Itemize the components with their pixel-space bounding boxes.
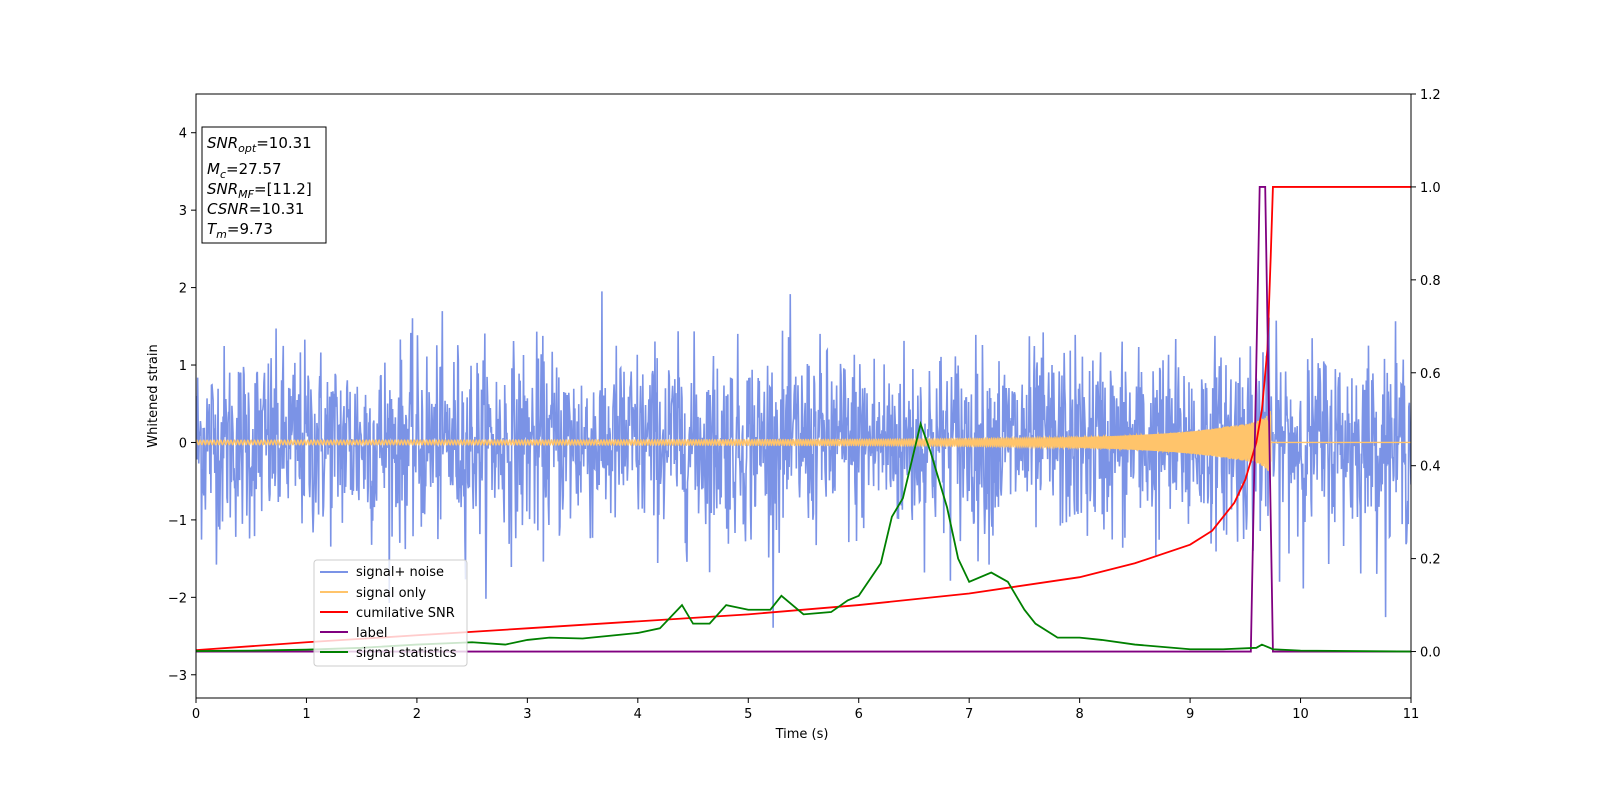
y-left-tick-label: 0 (179, 436, 187, 451)
legend-label-label: label (356, 626, 387, 641)
x-tick-label: 2 (413, 707, 421, 722)
series-label-line (196, 186, 1411, 653)
x-tick-label: 6 (855, 707, 863, 722)
x-tick-label: 1 (302, 707, 310, 722)
info-snr-mf: SNRMF=[11.2] (207, 180, 312, 201)
legend-label-cumulative-snr: cumilative SNR (356, 606, 455, 621)
info-tm: Tm=9.73 (207, 220, 273, 241)
x-axis-title: Time (s) (775, 727, 829, 742)
y-left-tick-label: 1 (179, 359, 187, 374)
y-right-tick-label: 0.0 (1420, 646, 1441, 661)
legend: signal+ noise signal only cumilative SNR… (313, 559, 468, 667)
y-right-tick-label: 1.2 (1420, 88, 1441, 103)
x-tick-label: 5 (744, 707, 752, 722)
x-tick-label: 3 (523, 707, 531, 722)
y-axis-title: Whitened strain (146, 344, 161, 447)
x-axis: 0 1 2 3 4 5 6 7 8 9 10 11 (192, 698, 1419, 722)
x-tick-label: 11 (1403, 707, 1420, 722)
x-tick-label: 9 (1186, 707, 1194, 722)
y-left-tick-label: 3 (179, 204, 187, 219)
info-mc: Mc=27.57 (207, 160, 282, 181)
y-left-tick-label: 4 (179, 127, 187, 142)
y-right-tick-label: 0.8 (1420, 274, 1441, 289)
x-tick-label: 7 (965, 707, 973, 722)
y-right-tick-label: 1.0 (1420, 181, 1441, 196)
series-signal-statistics-line (196, 420, 1411, 653)
legend-label-signal-noise: signal+ noise (356, 565, 444, 580)
x-tick-label: 4 (634, 707, 642, 722)
info-snr-opt: SNRopt=10.31 (207, 134, 312, 155)
x-tick-label: 8 (1075, 707, 1083, 722)
y-left-tick-label: −3 (168, 669, 187, 684)
y-right-tick-label: 0.4 (1420, 460, 1441, 475)
x-tick-label: 10 (1292, 707, 1309, 722)
y-right-tick-label: 0.6 (1420, 367, 1441, 382)
series-cumulative-snr-line (196, 186, 1411, 652)
plot-frame (195, 93, 1412, 699)
legend-label-signal-statistics: signal statistics (356, 646, 457, 661)
info-box: SNRopt=10.31 Mc=27.57 SNRMF=[11.2] CSNR=… (201, 126, 327, 244)
series-signal-only-line (196, 410, 1411, 476)
y-left-tick-label: −1 (168, 514, 187, 529)
series-layer (196, 186, 1411, 653)
y-axis-right: 0.0 0.2 0.4 0.6 0.8 1.0 1.2 (1411, 88, 1441, 661)
y-axis-left: −3 −2 −1 0 1 2 3 4 (168, 127, 196, 684)
y-left-tick-label: 2 (179, 282, 187, 297)
y-right-tick-label: 0.2 (1420, 553, 1441, 568)
legend-label-signal-only: signal only (356, 586, 426, 601)
info-csnr: CSNR=10.31 (207, 200, 304, 218)
x-tick-label: 0 (192, 707, 200, 722)
y-left-tick-label: −2 (168, 591, 187, 606)
series-signal-noise-line (196, 291, 1411, 628)
